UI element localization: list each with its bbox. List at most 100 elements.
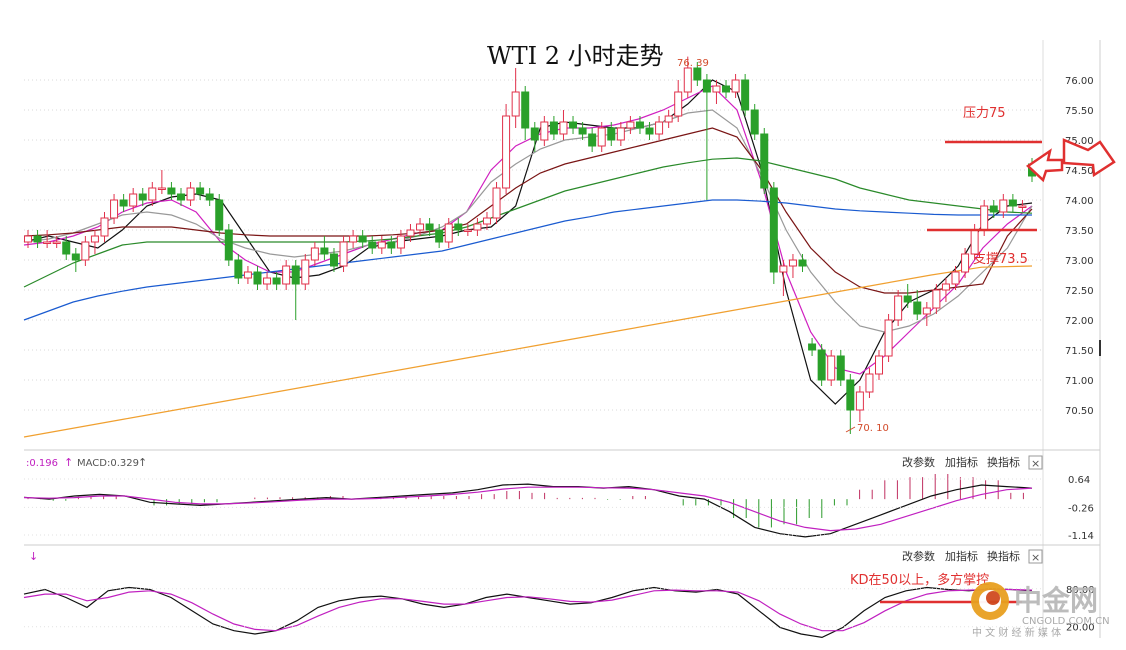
candle: [884, 314, 893, 362]
kd-lines: [23, 586, 1033, 639]
add-indicator-button[interactable]: 加指标: [945, 549, 978, 563]
candlesticks: [24, 56, 1036, 434]
candle: [473, 218, 482, 236]
candle: [157, 170, 166, 194]
price-tick-label: 75.50: [1065, 106, 1094, 117]
moving-average-line: [23, 109, 1033, 333]
candle-body-down: [693, 67, 702, 81]
candle-body-down: [588, 133, 597, 147]
candle: [502, 104, 511, 194]
moving-average-line: [23, 85, 1033, 375]
candle-body-up: [43, 241, 52, 244]
price-tick-label: 71.00: [1065, 376, 1094, 387]
candle: [310, 242, 319, 266]
candle: [186, 182, 195, 206]
watermark-site: CNGOLD.COM.CN: [1022, 616, 1110, 627]
candle-body-up: [865, 373, 874, 393]
candle: [769, 182, 778, 284]
candle: [463, 224, 472, 236]
close-button[interactable]: ×: [1028, 549, 1043, 564]
macd-tick-label: -1.14: [1068, 531, 1094, 542]
candle-body-down: [989, 205, 998, 213]
edit-params-button[interactable]: 改参数: [902, 455, 935, 469]
candle: [243, 266, 252, 284]
candle: [167, 182, 176, 200]
candle-body-up: [683, 67, 692, 93]
candle: [482, 212, 491, 230]
candle-body-down: [635, 121, 644, 129]
candle-body-down: [741, 79, 750, 111]
candle: [492, 182, 501, 224]
candle-body-down: [387, 241, 396, 249]
candle-body-up: [779, 265, 788, 273]
candle-body-up: [980, 205, 989, 231]
switch-indicator-button[interactable]: 换指标: [987, 455, 1020, 469]
candle-body-down: [808, 343, 817, 351]
candle: [626, 116, 635, 134]
edit-params-button[interactable]: 改参数: [902, 549, 935, 563]
kd-panel: ↓ 80.00 20.00 KD在50以上，多方掌控: [23, 550, 1095, 639]
low-label: 70. 10: [857, 423, 889, 434]
watermark-slogan: 中 文 财 经 新 媒 体: [972, 626, 1061, 639]
candle: [569, 116, 578, 134]
candle-body-down: [368, 241, 377, 249]
candle: [731, 74, 740, 98]
candle: [549, 116, 558, 140]
candle: [817, 344, 826, 386]
candle: [406, 224, 415, 242]
candle: [750, 104, 759, 140]
up-arrow-icon: ↑: [64, 456, 73, 469]
switch-indicator-button[interactable]: 换指标: [987, 549, 1020, 563]
candle-body-down: [569, 121, 578, 129]
candle: [664, 110, 673, 128]
candle-body-down: [798, 259, 807, 267]
candle-body-down: [196, 187, 205, 195]
candle: [435, 224, 444, 248]
candle-body-down: [320, 247, 329, 255]
candle-body-up: [664, 115, 673, 123]
candle: [702, 74, 711, 200]
candle: [913, 290, 922, 320]
candle: [110, 194, 119, 224]
candle: [779, 260, 788, 296]
candle: [90, 230, 99, 254]
candle-body-down: [578, 127, 587, 135]
low-marker: 70. 10: [845, 423, 889, 434]
candle-body-up: [416, 223, 425, 231]
candle: [655, 116, 664, 140]
candle: [81, 236, 90, 266]
candle-body-down: [549, 121, 558, 135]
candle-body-down: [253, 271, 262, 285]
support-annotation: 支撑73.5: [927, 228, 1037, 267]
candle: [416, 218, 425, 236]
add-indicator-button[interactable]: 加指标: [945, 455, 978, 469]
price-tick-label: 73.00: [1065, 256, 1094, 267]
candle-body-down: [62, 241, 71, 255]
candle: [903, 284, 912, 308]
candle-body-down: [425, 223, 434, 231]
candle: [645, 122, 654, 140]
candle-body-down: [138, 193, 147, 201]
price-tick-label: 73.50: [1065, 226, 1094, 237]
candle: [396, 230, 405, 254]
close-icon: ×: [1031, 551, 1040, 564]
candle: [196, 182, 205, 200]
candle: [788, 254, 797, 278]
candle-body-up: [243, 271, 252, 279]
kd-annotation: KD在50以上，多方掌控: [850, 572, 989, 588]
candle-body-up: [626, 121, 635, 129]
candle-body-down: [454, 223, 463, 231]
candle-body-up: [827, 355, 836, 381]
candle: [855, 386, 864, 422]
candle-body-down: [205, 193, 214, 201]
candle: [616, 122, 625, 146]
close-button[interactable]: ×: [1028, 455, 1043, 470]
candle: [894, 290, 903, 326]
candle: [865, 368, 874, 398]
macd-panel: :0.196 ↑ MACD:0.329 ↑ 0.64 -0.26 -1.14: [23, 456, 1094, 542]
candle-body-up: [875, 355, 884, 375]
candle-body-up: [502, 115, 511, 189]
resistance-annotation: 压力75: [945, 106, 1042, 144]
candle-body-up: [339, 241, 348, 267]
candle: [989, 200, 998, 218]
